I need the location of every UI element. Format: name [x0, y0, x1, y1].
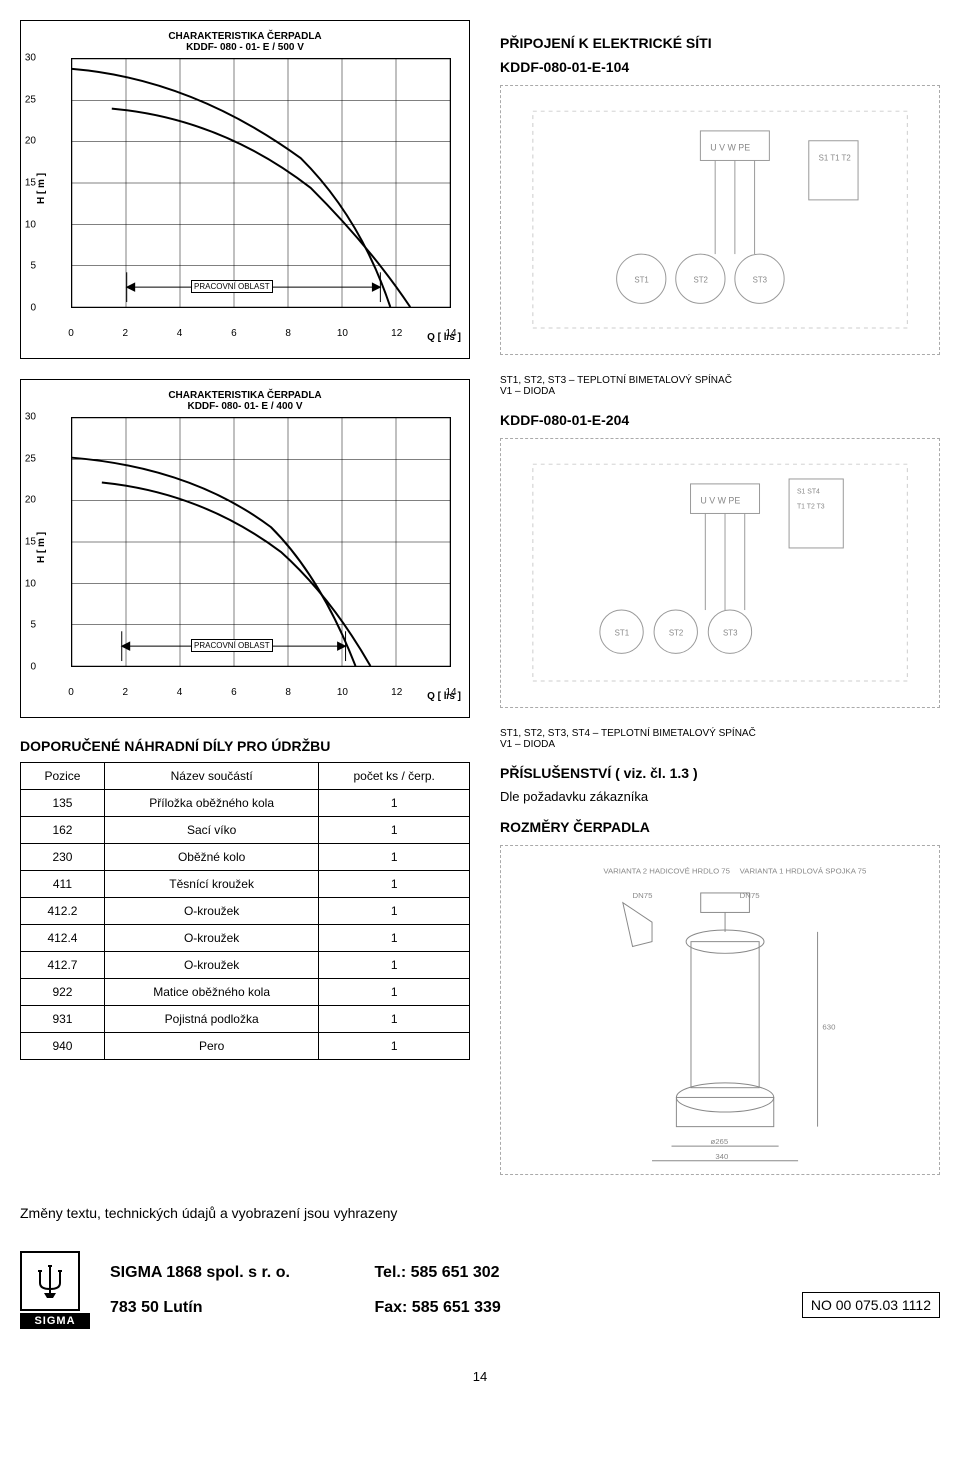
company-tel: Tel.: 585 651 302: [374, 1255, 594, 1290]
pump-drawing: VARIANTA 2 HADICOVÉ HRDLO 75 VARIANTA 1 …: [500, 845, 940, 1175]
table-row: 135Příložka oběžného kola1: [21, 790, 470, 817]
model1: KDDF-080-01-E-104: [500, 59, 940, 75]
logo-text: SIGMA: [20, 1313, 90, 1329]
table-header: Pozice Název součástí počet ks / čerp.: [21, 763, 470, 790]
table-row: 162Sací víko1: [21, 817, 470, 844]
svg-text:340: 340: [715, 1152, 729, 1161]
chart2-plot: [71, 417, 451, 667]
chart2-title: CHARAKTERISTIKA ČERPADLAKDDF- 080- 01- E…: [31, 390, 459, 412]
table-row: 931Pojistná podložka1: [21, 1006, 470, 1033]
chart2-pracovni: PRACOVNÍ OBLAST: [191, 639, 273, 652]
chart1-plot: [71, 58, 451, 308]
chart1-pracovni: PRACOVNÍ OBLAST: [191, 280, 273, 293]
note1: ST1, ST2, ST3 – TEPLOTNÍ BIMETALOVÝ SPÍN…: [500, 375, 940, 397]
svg-text:U V W PE: U V W PE: [700, 496, 740, 506]
chart1-title: CHARAKTERISTIKA ČERPADLAKDDF- 080 - 01- …: [31, 31, 459, 53]
svg-text:ST2: ST2: [693, 276, 707, 285]
svg-text:ST3: ST3: [723, 629, 738, 638]
svg-text:ST1: ST1: [634, 276, 648, 285]
th-name: Název součástí: [104, 763, 318, 790]
company-fax: Fax: 585 651 339: [374, 1290, 594, 1325]
chart2-ylabel: H [ m ]: [36, 532, 47, 563]
wiring-diagram-1: U V W PE S1 T1 T2 ST1 ST2 ST3: [500, 85, 940, 355]
chart1-xlabel: Q [ l/s ]: [427, 332, 461, 343]
svg-text:ST2: ST2: [669, 629, 683, 638]
table-row: 230Oběžné kolo1: [21, 844, 470, 871]
table-row: 412.4O-kroužek1: [21, 925, 470, 952]
footer: SIGMA SIGMA 1868 spol. s r. o. 783 50 Lu…: [20, 1251, 940, 1329]
chart1-ylabel: H [ m ]: [36, 173, 47, 204]
parts-title: DOPORUČENÉ NÁHRADNÍ DÍLY PRO ÚDRŽBU: [20, 738, 470, 754]
th-pos: Pozice: [21, 763, 105, 790]
chart-1: CHARAKTERISTIKA ČERPADLAKDDF- 080 - 01- …: [20, 20, 470, 359]
accessories-sub: Dle požadavku zákazníka: [500, 789, 940, 804]
chart2-xlabel: Q [ l/s ]: [427, 691, 461, 702]
svg-text:U V W PE: U V W PE: [710, 143, 750, 153]
th-qty: počet ks / čerp.: [319, 763, 470, 790]
model2: KDDF-080-01-E-204: [500, 412, 940, 428]
chart-2: CHARAKTERISTIKA ČERPADLAKDDF- 080- 01- E…: [20, 379, 470, 718]
table-row: 940Pero1: [21, 1033, 470, 1060]
wiring-title: PŘIPOJENÍ K ELEKTRICKÉ SÍTI: [500, 35, 940, 51]
logo: SIGMA: [20, 1251, 90, 1329]
svg-text:ST1: ST1: [615, 629, 629, 638]
svg-text:S1 T1 T2: S1 T1 T2: [819, 154, 851, 163]
note2: ST1, ST2, ST3, ST4 – TEPLOTNÍ BIMETALOVÝ…: [500, 728, 940, 750]
parts-table: Pozice Název součástí počet ks / čerp. 1…: [20, 762, 470, 1060]
company-name: SIGMA 1868 spol. s r. o.: [110, 1255, 370, 1290]
accessories-title: PŘÍSLUŠENSTVÍ ( viz. čl. 1.3 ): [500, 765, 940, 781]
company-address: 783 50 Lutín: [110, 1290, 370, 1325]
svg-text:DN75: DN75: [632, 891, 652, 900]
doc-number: NO 00 075.03 1112: [802, 1292, 940, 1318]
svg-text:S1 ST4: S1 ST4: [797, 489, 820, 496]
changes-note: Změny textu, technických údajů a vyobraz…: [20, 1205, 940, 1221]
page-number: 14: [20, 1369, 940, 1384]
svg-text:ST3: ST3: [753, 276, 768, 285]
trident-icon: [20, 1251, 80, 1311]
svg-text:630: 630: [822, 1022, 836, 1031]
wiring-diagram-2: U V W PE S1 ST4 T1 T2 T3 ST1 ST2 ST3: [500, 438, 940, 708]
table-row: 412.7O-kroužek1: [21, 952, 470, 979]
svg-text:VARIANTA 1 HRDLOVÁ SPOJKA 75: VARIANTA 1 HRDLOVÁ SPOJKA 75: [739, 867, 866, 876]
table-row: 411Těsnící kroužek1: [21, 871, 470, 898]
table-row: 412.2O-kroužek1: [21, 898, 470, 925]
svg-text:VARIANTA 2 HADICOVÉ HRDLO 75: VARIANTA 2 HADICOVÉ HRDLO 75: [603, 867, 730, 876]
svg-text:ø265: ø265: [710, 1137, 728, 1146]
svg-text:T1 T2 T3: T1 T2 T3: [797, 504, 825, 511]
dims-title: ROZMĚRY ČERPADLA: [500, 819, 940, 835]
table-row: 922Matice oběžného kola1: [21, 979, 470, 1006]
